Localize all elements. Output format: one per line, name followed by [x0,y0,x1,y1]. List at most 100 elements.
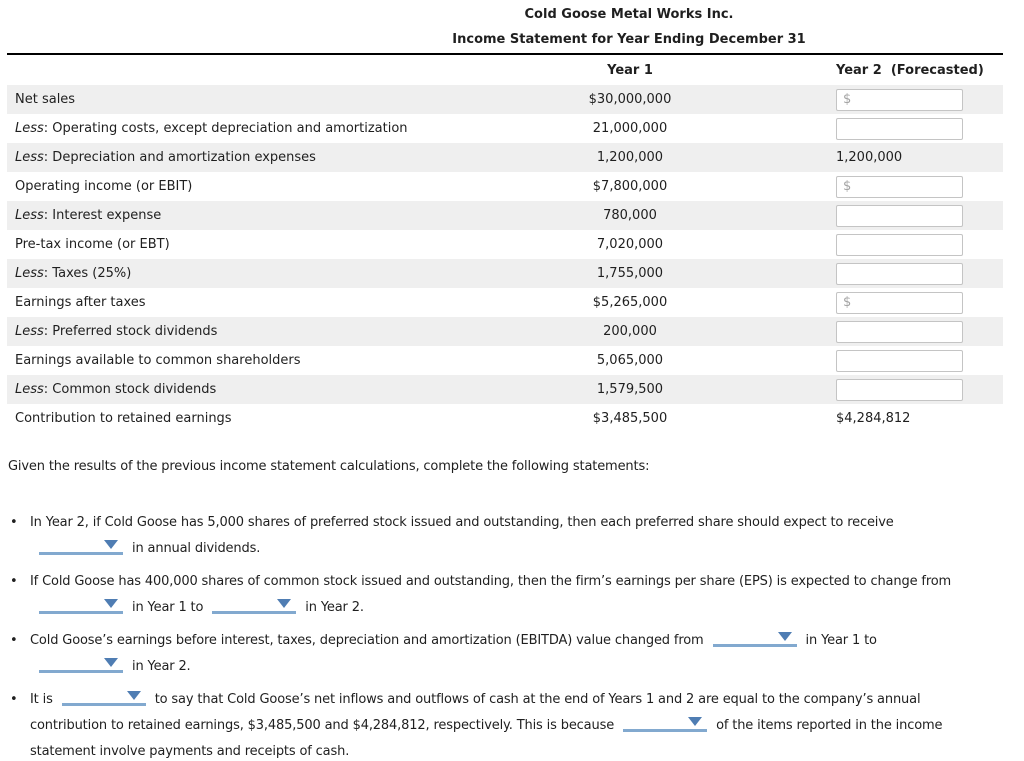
table-row: Less: Operating costs, except depreciati… [7,114,1003,143]
statement-text: of the items reported in the income [716,718,943,733]
dropdown-blank[interactable] [39,658,123,673]
statement-text: in Year 2. [132,659,191,674]
bullet-icon: • [10,692,18,707]
year2-value: $4,284,812 [836,411,911,426]
statements-bullets: • In Year 2, if Cold Goose has 5,000 shar… [8,510,1018,761]
row-label: Less: Common stock dividends [15,382,217,397]
dropdown-blank[interactable] [712,632,797,647]
dropdown-blank[interactable] [39,599,123,614]
year2-input[interactable] [836,349,963,372]
row-label: Less: Interest expense [15,208,162,223]
bullet-icon: • [10,633,18,648]
year2-cell [820,88,1003,111]
table-row: Less: Taxes (25%) 1,755,000 [7,259,1003,288]
year2-input[interactable] [836,117,963,140]
year2-input[interactable] [836,204,963,227]
year1-value: 7,020,000 [596,237,664,252]
chevron-down-icon [777,632,792,641]
row-label: Earnings after taxes [15,295,146,310]
header-divider [7,53,1003,55]
year1-value: 200,000 [603,324,657,339]
year2-cell [820,175,1003,198]
statement-text: to say that Cold Goose’s net inflows and… [154,692,921,707]
year1-value: 1,755,000 [596,266,664,281]
row-label: Earnings available to common shareholder… [15,353,301,368]
year2-cell [820,378,1003,401]
bullet-icon: • [10,515,18,530]
statement-text: in Year 1 to [805,633,877,648]
table-row: Less: Depreciation and amortization expe… [7,143,1003,172]
table-row: Pre-tax income (or EBT) 7,020,000 [7,230,1003,259]
statement-text: If Cold Goose has 400,000 shares of comm… [30,574,952,589]
statements-intro: Given the results of the previous income… [8,459,650,474]
statement-text: in annual dividends. [132,541,261,556]
statement-titles: Cold Goose Metal Works Inc. Income State… [0,0,1024,47]
year2-input[interactable] [836,88,963,111]
year2-input[interactable] [836,175,963,198]
year1-value: $5,265,000 [592,295,668,310]
table-row: Less: Common stock dividends 1,579,500 [7,375,1003,404]
year2-cell [820,349,1003,372]
statement-text: In Year 2, if Cold Goose has 5,000 share… [30,515,894,530]
statement-bullet: • If Cold Goose has 400,000 shares of com… [8,569,1012,621]
year2-input[interactable] [836,378,963,401]
year1-value: 5,065,000 [596,353,664,368]
table-row: Net sales $30,000,000 [7,85,1003,114]
row-label: Operating income (or EBIT) [15,179,193,194]
dropdown-blank[interactable] [212,599,297,614]
column-header-row: Year 1 Year 2 (Forecasted) [7,55,1003,85]
year1-value: $30,000,000 [588,92,672,107]
dropdown-blank[interactable] [623,717,708,732]
chevron-down-icon [104,599,118,608]
statement-text: in Year 2. [305,600,364,615]
chevron-down-icon [104,658,118,667]
chevron-down-icon [104,540,118,549]
year2-cell [820,204,1003,227]
dropdown-blank[interactable] [39,540,123,555]
year1-value: 780,000 [603,208,657,223]
chevron-down-icon [688,717,703,726]
year2-cell [820,262,1003,285]
table-row: Earnings after taxes $5,265,000 [7,288,1003,317]
year1-value: 1,579,500 [596,382,664,397]
table-row: Operating income (or EBIT) $7,800,000 [7,172,1003,201]
dropdown-blank[interactable] [61,691,146,706]
statement-text: contribution to retained earnings, $3,48… [30,718,615,733]
statement-bullet: • Cold Goose’s earnings before interest, … [8,628,1012,680]
statement-text: Cold Goose’s earnings before interest, t… [30,633,704,648]
row-label: Net sales [15,92,76,107]
statement-bullet: • It is to say that Cold Goose’s net inflo… [8,687,1012,761]
statement-subtitle: Income Statement for Year Ending Decembe… [452,32,806,47]
year1-value: 21,000,000 [592,121,668,136]
statements-section: Given the results of the previous income… [8,459,1018,761]
row-label: Less: Taxes (25%) [15,266,132,281]
bullet-icon: • [10,574,18,589]
income-table-rows: Net sales $30,000,000 Less: Operating cost… [7,85,1003,433]
row-label: Contribution to retained earnings [15,411,232,426]
statement-bullet: • In Year 2, if Cold Goose has 5,000 shar… [8,510,1012,562]
table-row: Contribution to retained earnings $3,485,… [7,404,1003,433]
row-label: Less: Preferred stock dividends [15,324,218,339]
year1-column-header: Year 1 [607,62,653,78]
chevron-down-icon [277,599,292,608]
statement-text: It is [30,692,53,707]
chevron-down-icon [126,691,141,700]
year2-input[interactable] [836,291,963,314]
year1-value: $3,485,500 [592,411,668,426]
statement-text: in Year 1 to [132,600,204,615]
row-label: Pre-tax income (or EBT) [15,237,170,252]
year2-input[interactable] [836,320,963,343]
year2-cell [820,320,1003,343]
row-label: Less: Operating costs, except depreciati… [15,121,408,136]
table-row: Earnings available to common shareholder… [7,346,1003,375]
row-label: Less: Depreciation and amortization expe… [15,150,316,165]
year2-column-header: Year 2 (Forecasted) [836,62,984,78]
statement-text: statement involve payments and receipts … [30,744,350,759]
year2-input[interactable] [836,233,963,256]
year1-value: 1,200,000 [596,150,664,165]
year2-cell [820,233,1003,256]
company-name: Cold Goose Metal Works Inc. [524,7,734,22]
year2-input[interactable] [836,262,963,285]
year2-cell [820,117,1003,140]
year1-value: $7,800,000 [592,179,668,194]
